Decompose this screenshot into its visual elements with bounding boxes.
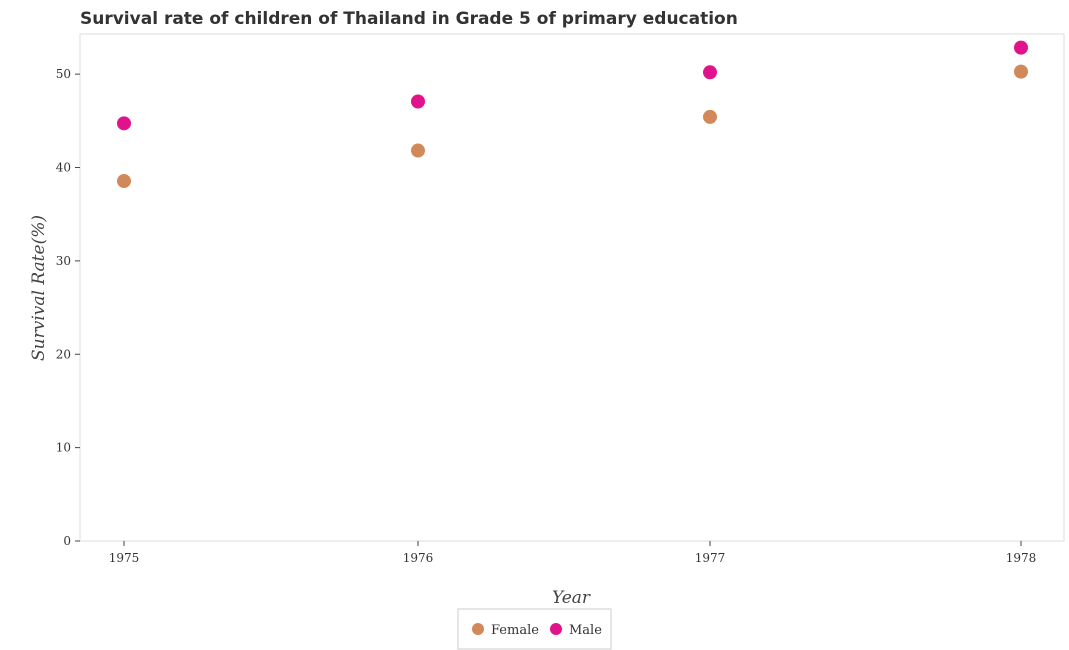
male-point	[117, 116, 131, 131]
x-tick-label: 1975	[109, 551, 140, 565]
plot-area	[79, 33, 1065, 542]
data-points	[117, 40, 1028, 189]
legend-male-marker	[550, 623, 562, 635]
x-tick-label: 1976	[403, 551, 434, 565]
legend-female-marker	[472, 623, 484, 635]
y-tick-label: 30	[56, 254, 71, 268]
y-tick-label: 0	[63, 534, 71, 548]
female-point	[1014, 64, 1028, 79]
y-axis: 0 10 20 30 40 50	[56, 67, 80, 548]
x-tick-label: 1978	[1006, 551, 1037, 565]
male-point	[1014, 40, 1028, 55]
y-axis-title: Survival Rate(%)	[29, 215, 49, 361]
y-tick-label: 20	[56, 347, 71, 361]
legend-female-label: Female	[491, 623, 539, 638]
x-tick-label: 1977	[695, 551, 726, 565]
legend-box	[457, 608, 612, 650]
y-tick-label: 40	[56, 161, 71, 175]
chart-title: Survival rate of children of Thailand in…	[80, 9, 738, 29]
male-point	[411, 94, 425, 109]
y-tick-label: 10	[56, 441, 71, 455]
x-axis-title: Year	[552, 588, 591, 608]
x-axis: 1975 1976 1977 1978	[109, 541, 1037, 565]
female-point	[411, 143, 425, 158]
female-point	[703, 109, 717, 124]
legend-male-label: Male	[569, 623, 602, 638]
legend: Female Male	[457, 608, 612, 650]
male-point	[703, 65, 717, 80]
y-tick-label: 50	[56, 67, 71, 81]
female-point	[117, 174, 131, 189]
